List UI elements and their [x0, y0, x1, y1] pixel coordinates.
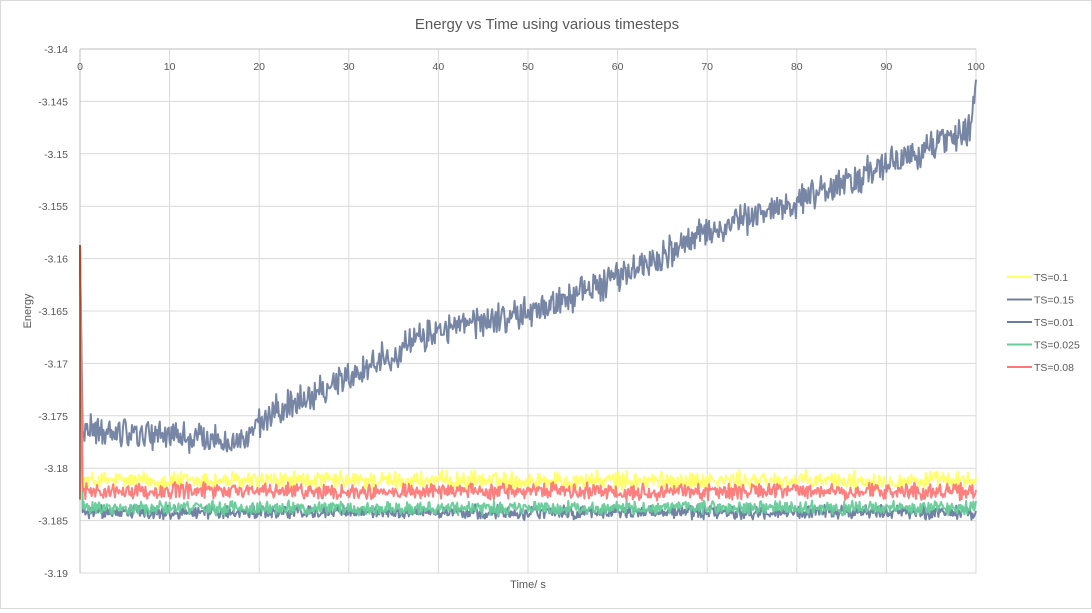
x-tick-label: 80	[791, 61, 803, 73]
legend-item: TS=0.025	[1007, 340, 1080, 352]
legend-label: TS=0.1	[1034, 272, 1068, 284]
x-tick-label: 100	[967, 61, 985, 73]
legend: TS=0.1 TS=0.15 TS=0.01 TS=0.025 TS=0.08	[1007, 272, 1080, 374]
y-tick-label: -3.19	[44, 568, 68, 580]
series-layer	[79, 79, 977, 521]
y-tick-label: -3.185	[38, 516, 68, 528]
legend-label: TS=0.025	[1034, 340, 1080, 352]
legend-label: TS=0.08	[1034, 362, 1074, 374]
y-tick-label: -3.14	[44, 44, 68, 56]
legend-item: TS=0.08	[1007, 362, 1074, 374]
y-axis-label: Energy	[22, 293, 34, 328]
x-tick-label: 20	[253, 61, 265, 73]
series-line-ts-0-15	[79, 79, 977, 454]
y-tick-label: -3.145	[38, 96, 68, 108]
x-tick-label: 50	[522, 61, 534, 73]
y-tick-label: -3.175	[38, 411, 68, 423]
x-tick-label: 90	[881, 61, 893, 73]
y-tick-label: -3.16	[44, 254, 68, 266]
y-axis-ticks: -3.14 -3.145 -3.15 -3.155 -3.16 -3.165 -3.17 -3…	[38, 44, 68, 580]
x-axis-label: Time/ s	[510, 579, 546, 591]
series-line-ts-0-08	[79, 244, 977, 502]
series-line-ts-0-025	[79, 244, 977, 517]
chart-title: Energy vs Time using various timesteps	[415, 16, 679, 33]
x-tick-label: 30	[343, 61, 355, 73]
y-tick-label: -3.155	[38, 201, 68, 213]
legend-item: TS=0.15	[1007, 295, 1074, 307]
x-tick-label: 10	[164, 61, 176, 73]
x-tick-label: 0	[77, 61, 83, 73]
legend-item: TS=0.01	[1007, 317, 1074, 329]
x-axis-ticks: 0 10 20 30 40 50 60 70 80 90 100	[77, 61, 985, 73]
y-tick-label: -3.18	[44, 463, 68, 475]
legend-item: TS=0.1	[1007, 272, 1068, 284]
y-tick-label: -3.165	[38, 306, 68, 318]
grid	[79, 48, 977, 574]
y-tick-label: -3.15	[44, 149, 68, 161]
legend-label: TS=0.15	[1034, 295, 1074, 307]
x-tick-label: 40	[433, 61, 445, 73]
legend-label: TS=0.01	[1034, 317, 1074, 329]
y-tick-label: -3.17	[44, 358, 68, 370]
x-tick-label: 70	[701, 61, 713, 73]
x-tick-label: 60	[612, 61, 624, 73]
